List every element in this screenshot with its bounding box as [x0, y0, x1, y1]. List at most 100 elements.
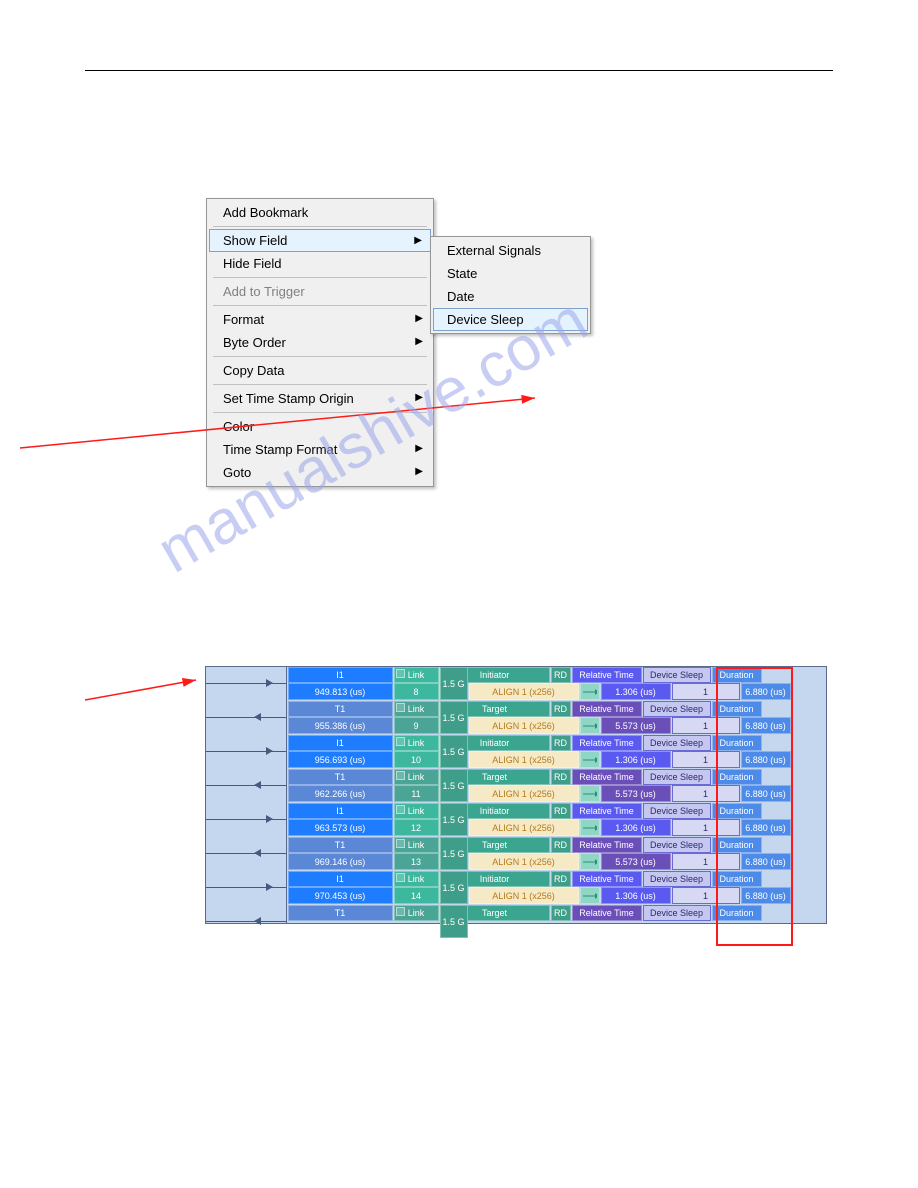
trace-row[interactable]: T1Link1.5 GTargetRDRelative TimeDevice S…: [206, 837, 826, 871]
trace-gutter: [206, 769, 287, 803]
menu-item[interactable]: Device Sleep: [433, 308, 588, 331]
cell-reltime-label: Relative Time: [572, 701, 642, 717]
trace-row[interactable]: T1Link1.5 GTargetRDRelative TimeDevice S…: [206, 905, 826, 923]
menu-item[interactable]: Date: [433, 285, 588, 308]
context-menu: Add BookmarkShow Field▶Hide FieldAdd to …: [206, 198, 434, 487]
connector-arrow-icon: [583, 858, 597, 866]
cell-duration: 6.880 (us): [741, 887, 791, 903]
trace-row[interactable]: I1Link1.5 GInitiatorRDRelative TimeDevic…: [206, 735, 826, 769]
menu-item[interactable]: Byte Order▶: [209, 331, 431, 354]
menu-item[interactable]: External Signals: [433, 239, 588, 262]
submenu-arrow-icon: ▶: [415, 443, 423, 454]
cell-id: I1: [288, 735, 393, 751]
cell-timestamp: 969.146 (us): [288, 853, 393, 869]
pin-icon: [396, 771, 405, 780]
trace-row[interactable]: T1Link1.5 GTargetRDRelative TimeDevice S…: [206, 701, 826, 735]
menu-item[interactable]: Time Stamp Format▶: [209, 438, 431, 461]
menu-separator: [213, 356, 427, 357]
cell-rd: RD: [551, 871, 571, 887]
cell-reltime-label: Relative Time: [572, 667, 642, 683]
cell-duration: 6.880 (us): [741, 751, 791, 767]
menu-item[interactable]: State: [433, 262, 588, 285]
menu-item[interactable]: Color: [209, 415, 431, 438]
cell-timestamp: 963.573 (us): [288, 819, 393, 835]
cell-duration: 6.880 (us): [741, 819, 791, 835]
cell-rate: 1.5 G: [440, 837, 468, 870]
cell-timestamp: 962.266 (us): [288, 785, 393, 801]
menu-item[interactable]: Hide Field: [209, 252, 431, 275]
cell-devsleep: 1: [672, 853, 740, 869]
cell-id: T1: [288, 769, 393, 785]
cell-align: ALIGN 1 (x256): [469, 785, 579, 801]
cell-duration-label: Duration: [712, 871, 762, 887]
cell-id: T1: [288, 905, 393, 921]
cell-devsleep: 1: [672, 785, 740, 801]
cell-link-num: 14: [394, 887, 439, 903]
trace-row[interactable]: T1Link1.5 GTargetRDRelative TimeDevice S…: [206, 769, 826, 803]
cell-reltime: 5.573 (us): [601, 853, 671, 869]
cell-duration: 6.880 (us): [741, 717, 791, 733]
connector-arrow-icon: [583, 688, 597, 696]
cell-devsleep: 1: [672, 819, 740, 835]
menu-separator: [213, 305, 427, 306]
cell-link-num: 8: [394, 683, 439, 699]
cell-reltime-label: Relative Time: [572, 735, 642, 751]
cell-rate: 1.5 G: [440, 769, 468, 802]
menu-item[interactable]: Show Field▶: [209, 229, 431, 252]
cell-devsleep: 1: [672, 751, 740, 767]
cell-rate: 1.5 G: [440, 735, 468, 768]
trace-table: I1Link1.5 GInitiatorRDRelative TimeDevic…: [205, 666, 827, 924]
pin-icon: [396, 873, 405, 882]
cell-duration-label: Duration: [712, 667, 762, 683]
menu-item[interactable]: Copy Data: [209, 359, 431, 382]
cell-reltime: 5.573 (us): [601, 717, 671, 733]
menu-item[interactable]: Add Bookmark: [209, 201, 431, 224]
cell-rd: RD: [551, 701, 571, 717]
cell-devsleep-label: Device Sleep: [643, 871, 711, 887]
trace-row[interactable]: I1Link1.5 GInitiatorRDRelative TimeDevic…: [206, 667, 826, 701]
cell-devsleep-label: Device Sleep: [643, 667, 711, 683]
cell-devsleep-label: Device Sleep: [643, 701, 711, 717]
cell-id: I1: [288, 871, 393, 887]
cell-reltime-label: Relative Time: [572, 871, 642, 887]
cell-devsleep-label: Device Sleep: [643, 837, 711, 853]
cell-rd: RD: [551, 769, 571, 785]
cell-link: Link: [394, 701, 439, 717]
cell-duration: 6.880 (us): [741, 785, 791, 801]
cell-link: Link: [394, 769, 439, 785]
cell-reltime: 5.573 (us): [601, 785, 671, 801]
cell-link: Link: [394, 735, 439, 751]
menu-item[interactable]: Format▶: [209, 308, 431, 331]
cell-id: T1: [288, 701, 393, 717]
cell-rate: 1.5 G: [440, 905, 468, 938]
connector-arrow-icon: [583, 892, 597, 900]
cell-rate: 1.5 G: [440, 667, 468, 700]
cell-align: ALIGN 1 (x256): [469, 717, 579, 733]
cell-connector: [580, 683, 600, 699]
trace-gutter: [206, 735, 287, 769]
cell-devsleep-label: Device Sleep: [643, 735, 711, 751]
menu-separator: [213, 412, 427, 413]
cell-duration-label: Duration: [712, 837, 762, 853]
cell-connector: [580, 717, 600, 733]
cell-duration: 6.880 (us): [741, 853, 791, 869]
trace-row[interactable]: I1Link1.5 GInitiatorRDRelative TimeDevic…: [206, 871, 826, 905]
menu-item[interactable]: Goto▶: [209, 461, 431, 484]
submenu-arrow-icon: ▶: [415, 466, 423, 477]
trace-gutter: [206, 701, 287, 735]
cell-id: I1: [288, 667, 393, 683]
cell-rate: 1.5 G: [440, 803, 468, 836]
trace-row[interactable]: I1Link1.5 GInitiatorRDRelative TimeDevic…: [206, 803, 826, 837]
menu-separator: [213, 384, 427, 385]
menu-item[interactable]: Set Time Stamp Origin▶: [209, 387, 431, 410]
cell-link: Link: [394, 667, 439, 683]
page-rule: [85, 70, 833, 71]
cell-connector: [580, 819, 600, 835]
cell-link-num: 10: [394, 751, 439, 767]
cell-devsleep-label: Device Sleep: [643, 803, 711, 819]
cell-reltime-label: Relative Time: [572, 769, 642, 785]
cell-id: T1: [288, 837, 393, 853]
pin-icon: [396, 805, 405, 814]
cell-link-num: 13: [394, 853, 439, 869]
cell-connector: [580, 853, 600, 869]
